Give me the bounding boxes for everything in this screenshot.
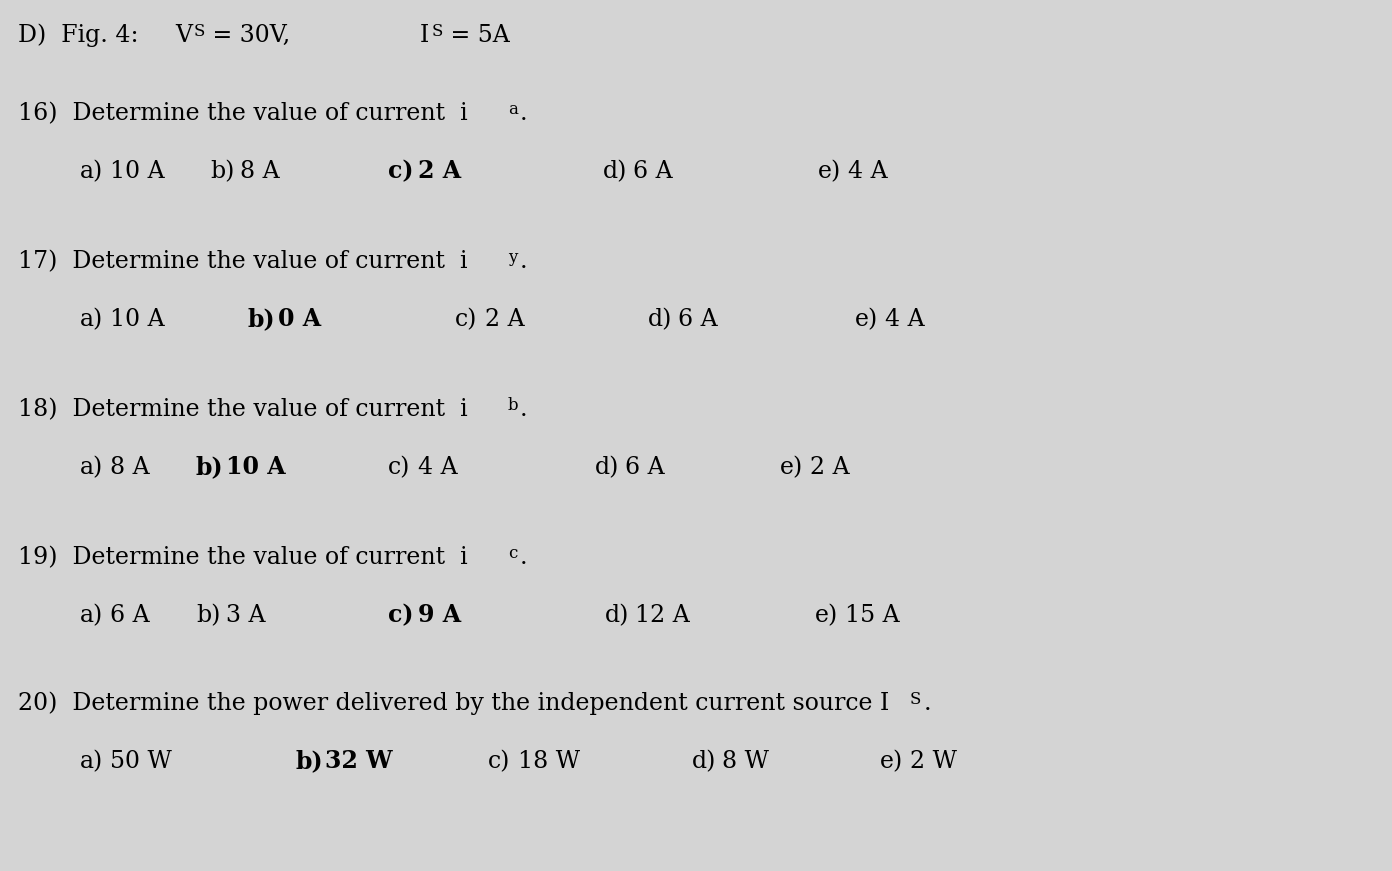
Text: .: . (521, 102, 528, 125)
Text: 6 A: 6 A (633, 160, 672, 183)
Text: a: a (508, 101, 518, 118)
Text: c): c) (489, 750, 511, 773)
Text: S: S (432, 23, 444, 40)
Text: 18 W: 18 W (518, 750, 580, 773)
Text: c): c) (388, 159, 413, 183)
Text: b): b) (196, 604, 220, 627)
Text: a): a) (79, 160, 103, 183)
Text: e): e) (880, 750, 903, 773)
Text: a): a) (79, 750, 103, 773)
Text: d): d) (603, 160, 628, 183)
Text: 6 A: 6 A (110, 604, 149, 627)
Text: c): c) (388, 456, 411, 479)
Text: y: y (508, 249, 518, 266)
Text: 8 W: 8 W (722, 750, 768, 773)
Text: e): e) (814, 604, 838, 627)
Text: e): e) (855, 308, 878, 331)
Text: d): d) (606, 604, 629, 627)
Text: d): d) (594, 456, 619, 479)
Text: 10 A: 10 A (110, 160, 164, 183)
Text: a): a) (79, 604, 103, 627)
Text: b): b) (210, 160, 234, 183)
Text: d): d) (692, 750, 717, 773)
Text: I: I (420, 24, 429, 47)
Text: e): e) (818, 160, 841, 183)
Text: = 30V,: = 30V, (205, 24, 291, 47)
Text: .: . (924, 692, 931, 715)
Text: b): b) (196, 455, 224, 479)
Text: 6 A: 6 A (625, 456, 664, 479)
Text: 4 A: 4 A (848, 160, 888, 183)
Text: e): e) (780, 456, 803, 479)
Text: c): c) (388, 603, 413, 627)
Text: 0 A: 0 A (278, 307, 322, 331)
Text: 8 A: 8 A (110, 456, 149, 479)
Text: 4 A: 4 A (418, 456, 458, 479)
Text: 12 A: 12 A (635, 604, 690, 627)
Text: b): b) (248, 307, 276, 331)
Text: c): c) (455, 308, 477, 331)
Text: S: S (193, 23, 206, 40)
Text: .: . (521, 546, 528, 569)
Text: 6 A: 6 A (678, 308, 718, 331)
Text: a): a) (79, 456, 103, 479)
Text: c: c (508, 545, 518, 562)
Text: b): b) (295, 749, 323, 773)
Text: .: . (521, 398, 528, 421)
Text: 10 A: 10 A (226, 455, 285, 479)
Text: 2 A: 2 A (810, 456, 849, 479)
Text: 2 A: 2 A (484, 308, 525, 331)
Text: .: . (521, 250, 528, 273)
Text: 2 W: 2 W (910, 750, 958, 773)
Text: 8 A: 8 A (239, 160, 280, 183)
Text: D)  Fig. 4:: D) Fig. 4: (18, 24, 138, 47)
Text: 18)  Determine the value of current  i: 18) Determine the value of current i (18, 398, 468, 421)
Text: 4 A: 4 A (885, 308, 924, 331)
Text: d): d) (649, 308, 672, 331)
Text: V: V (175, 24, 192, 47)
Text: 17)  Determine the value of current  i: 17) Determine the value of current i (18, 250, 468, 273)
Text: 2 A: 2 A (418, 159, 461, 183)
Text: a): a) (79, 308, 103, 331)
Text: 32 W: 32 W (324, 749, 393, 773)
Text: = 5A: = 5A (443, 24, 509, 47)
Text: 10 A: 10 A (110, 308, 164, 331)
Text: S: S (910, 691, 922, 708)
Text: b: b (508, 397, 519, 414)
Text: 9 A: 9 A (418, 603, 461, 627)
Text: 3 A: 3 A (226, 604, 266, 627)
Text: 50 W: 50 W (110, 750, 171, 773)
Text: 15 A: 15 A (845, 604, 899, 627)
Text: 16)  Determine the value of current  i: 16) Determine the value of current i (18, 102, 468, 125)
Text: 19)  Determine the value of current  i: 19) Determine the value of current i (18, 546, 468, 569)
Text: 20)  Determine the power delivered by the independent current source I: 20) Determine the power delivered by the… (18, 692, 889, 715)
